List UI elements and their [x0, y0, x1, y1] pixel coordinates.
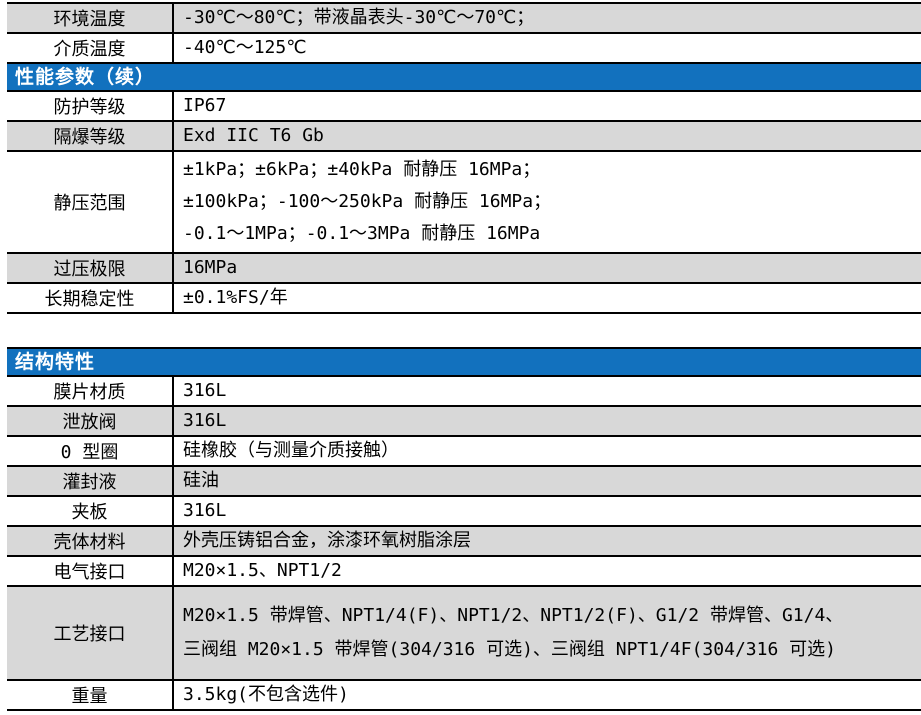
spec-row-label: 膜片材质 — [7, 377, 174, 405]
spec-row-label-text: 隔爆等级 — [53, 127, 126, 148]
spec-value-line: 316L — [183, 500, 227, 521]
spec-row-value: M20×1.5、NPT1/2 — [174, 557, 921, 585]
spec-row-label-text: 静压范围 — [53, 193, 126, 214]
spec-row-label: 工艺接口 — [7, 587, 174, 679]
structure-table: 结构特性膜片材质 316L 泄放阀 316L 0 型圈 硅橡胶（与测量介质接触） 灌封液 硅油… — [7, 347, 921, 711]
spec-value-line: -40℃～125℃ — [183, 37, 307, 58]
spec-row-value: ±1kPa；±6kPa；±40kPa 耐静压 16MPa； ±100kPa；-10… — [174, 152, 921, 252]
section-header-row: 结构特性 — [7, 349, 921, 375]
spec-value-line: Exd IIC T6 Gb — [183, 125, 324, 146]
spec-value-line: ±1kPa；±6kPa；±40kPa 耐静压 16MPa； — [183, 159, 541, 180]
spec-row: 灌封液 硅油 — [7, 465, 921, 495]
section-header-label: 性能参数（续） — [15, 66, 156, 88]
spec-row-label-text: 0 型圈 — [60, 442, 119, 463]
spec-value-line: -30℃～80℃；带液晶表头-30℃～70℃； — [183, 7, 535, 28]
spec-row-label: 环境温度 — [7, 4, 174, 32]
spec-row-label: 灌封液 — [7, 467, 174, 495]
spec-value-line: ±0.1%FS/年 — [183, 287, 288, 308]
spec-row-label: 夹板 — [7, 497, 174, 525]
spec-row: 环境温度 -30℃～80℃；带液晶表头-30℃～70℃； — [7, 4, 921, 32]
spec-value-line: 三阀组 M20×1.5 带焊管(304/316 可选)、三阀组 NPT1/4F(… — [183, 639, 836, 660]
spec-value-line: M20×1.5、NPT1/2 — [183, 560, 342, 581]
spec-row-value: ±0.1%FS/年 — [174, 284, 921, 312]
spec-row-label-text: 防护等级 — [53, 97, 126, 118]
spec-row-label-text: 环境温度 — [53, 9, 126, 30]
spec-value-line: 外壳压铸铝合金，涂漆环氧树脂涂层 — [183, 530, 471, 551]
spec-row-value: -40℃～125℃ — [174, 34, 921, 62]
spec-row: 壳体材料 外壳压铸铝合金，涂漆环氧树脂涂层 — [7, 525, 921, 555]
spec-row-label-text: 膜片材质 — [53, 382, 126, 403]
spec-value-line: -0.1～1MPa；-0.1～3MPa 耐静压 16MPa — [183, 223, 541, 244]
spec-row: 重量 3.5kg(不包含选件) — [7, 679, 921, 709]
spec-row-value: 硅橡胶（与测量介质接触） — [174, 437, 921, 465]
spec-row: 电气接口 M20×1.5、NPT1/2 — [7, 555, 921, 585]
spec-row: 防护等级 IP67 — [7, 90, 921, 120]
spec-row-value: Exd IIC T6 Gb — [174, 122, 921, 150]
spec-row-label-text: 泄放阀 — [62, 412, 117, 433]
spec-value-line: 316L — [183, 410, 227, 431]
spec-row-value: IP67 — [174, 92, 921, 120]
spec-row-label-text: 介质温度 — [53, 39, 126, 60]
spec-row: 长期稳定性 ±0.1%FS/年 — [7, 282, 921, 312]
spec-row-label: 长期稳定性 — [7, 284, 174, 312]
spec-row: 介质温度 -40℃～125℃ — [7, 32, 921, 62]
performance-table: 环境温度 -30℃～80℃；带液晶表头-30℃～70℃； 介质温度 -40℃～125℃… — [7, 2, 921, 314]
spec-value-line: 硅油 — [183, 470, 219, 491]
spec-value-line: ±100kPa；-100～250kPa 耐静压 16MPa； — [183, 191, 552, 212]
spec-row-label: 壳体材料 — [7, 527, 174, 555]
spec-row-label-text: 重量 — [71, 686, 108, 707]
spec-row: 泄放阀 316L — [7, 405, 921, 435]
spec-row-label-text: 工艺接口 — [53, 624, 126, 645]
spec-row: 0 型圈 硅橡胶（与测量介质接触） — [7, 435, 921, 465]
spec-row: 膜片材质 316L — [7, 375, 921, 405]
spec-row-value: 16MPa — [174, 254, 921, 282]
spec-row-label: 介质温度 — [7, 34, 174, 62]
spec-value-line: 硅橡胶（与测量介质接触） — [183, 440, 399, 461]
spec-row-label: 泄放阀 — [7, 407, 174, 435]
spec-row-label: 过压极限 — [7, 254, 174, 282]
spec-row-value: -30℃～80℃；带液晶表头-30℃～70℃； — [174, 4, 921, 32]
spec-row: 静压范围 ±1kPa；±6kPa；±40kPa 耐静压 16MPa； ±100kPa… — [7, 150, 921, 252]
spec-value-line: 3.5kg(不包含选件) — [183, 684, 349, 705]
spec-row-label-text: 过压极限 — [53, 259, 126, 280]
spec-row: 过压极限 16MPa — [7, 252, 921, 282]
spec-row-value: 3.5kg(不包含选件) — [174, 681, 921, 709]
spec-row-value: 外壳压铸铝合金，涂漆环氧树脂涂层 — [174, 527, 921, 555]
spec-value-line: 16MPa — [183, 257, 238, 278]
section-header-label: 结构特性 — [15, 351, 96, 373]
spec-row-value: 硅油 — [174, 467, 921, 495]
spec-value-line: M20×1.5 带焊管、NPT1/4(F)、NPT1/2、NPT1/2(F)、G… — [183, 605, 844, 626]
spec-row-value: M20×1.5 带焊管、NPT1/4(F)、NPT1/2、NPT1/2(F)、G… — [174, 587, 921, 679]
spec-value-line: IP67 — [183, 95, 227, 116]
spec-row-value: 316L — [174, 407, 921, 435]
spec-row-label: 重量 — [7, 681, 174, 709]
spec-row-label-text: 夹板 — [71, 502, 108, 523]
spec-row-label: 静压范围 — [7, 152, 174, 252]
spec-value-line: 316L — [183, 380, 227, 401]
spec-row: 夹板 316L — [7, 495, 921, 525]
spec-row-label: 电气接口 — [7, 557, 174, 585]
spec-row-label-text: 灌封液 — [62, 472, 117, 493]
spec-row-label: 隔爆等级 — [7, 122, 174, 150]
spec-row-label-text: 壳体材料 — [53, 532, 126, 553]
section-header-row: 性能参数（续） — [7, 62, 921, 90]
spec-row-value: 316L — [174, 377, 921, 405]
spec-row-label: 防护等级 — [7, 92, 174, 120]
spec-row-label-text: 电气接口 — [53, 562, 126, 583]
spec-row-value: 316L — [174, 497, 921, 525]
spec-row: 工艺接口 M20×1.5 带焊管、NPT1/4(F)、NPT1/2、NPT1/2(… — [7, 585, 921, 679]
spec-row-label-text: 长期稳定性 — [44, 289, 135, 310]
spec-row-label: 0 型圈 — [7, 437, 174, 465]
spec-row: 隔爆等级 Exd IIC T6 Gb — [7, 120, 921, 150]
